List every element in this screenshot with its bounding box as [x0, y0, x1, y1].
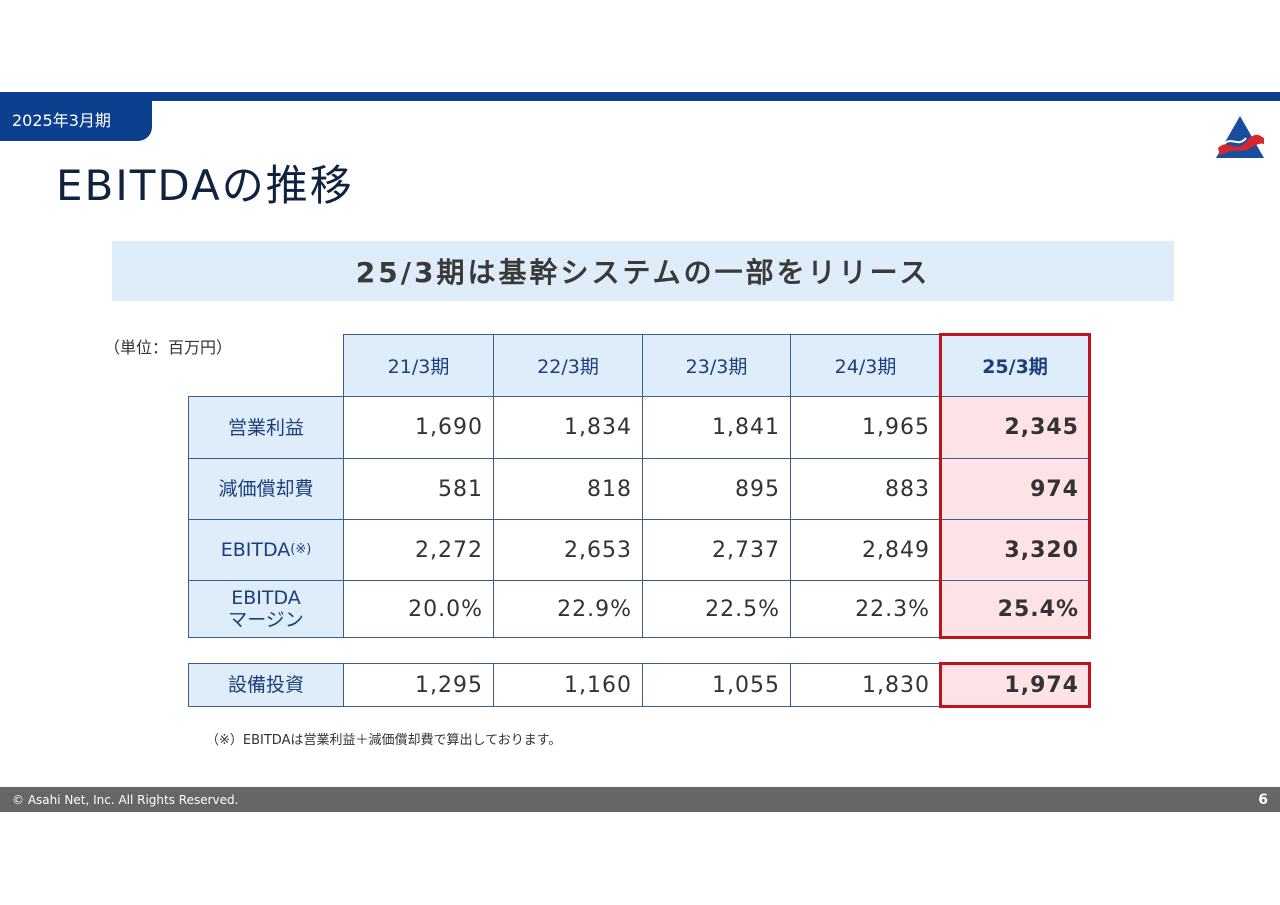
column-header-highlight: 25/3期 — [940, 334, 1090, 397]
table-cell-highlight: 1,974 — [940, 663, 1090, 707]
column-header: 24/3期 — [790, 334, 941, 397]
table-cell: 895 — [642, 458, 791, 520]
table-cell: 1,295 — [343, 663, 494, 707]
table-cell: 20.0% — [343, 580, 494, 638]
row-label-text: EBITDA — [220, 539, 291, 561]
subtitle-banner: 25/3期は基幹システムの一部をリリース — [112, 241, 1174, 301]
table-cell-highlight: 25.4% — [940, 580, 1090, 638]
table-cell: 883 — [790, 458, 941, 520]
copyright: © Asahi Net, Inc. All Rights Reserved. — [12, 792, 239, 807]
footer-bar: © Asahi Net, Inc. All Rights Reserved. 6 — [0, 787, 1280, 812]
footnote: （※）EBITDAは営業利益＋減価償却費で算出しております。 — [206, 733, 562, 748]
page-title: EBITDAの推移 — [56, 161, 354, 210]
row-label: 営業利益 — [188, 396, 344, 459]
column-header: 23/3期 — [642, 334, 791, 397]
table-cell: 2,849 — [790, 519, 941, 581]
row-label: EBITDA マージン — [188, 580, 344, 638]
page-number: 6 — [1258, 791, 1268, 808]
table-cell: 1,834 — [493, 396, 643, 459]
table-cell: 1,690 — [343, 396, 494, 459]
row-label: EBITDA (※) — [188, 519, 344, 581]
table-cell: 1,830 — [790, 663, 941, 707]
capex-label: 設備投資 — [188, 663, 344, 707]
table-cell: 1,055 — [642, 663, 791, 707]
column-header-label: 24/3期 — [834, 356, 897, 378]
column-header: 21/3期 — [343, 334, 494, 397]
table-cell: 22.3% — [790, 580, 941, 638]
column-header-label: 21/3期 — [387, 356, 450, 378]
table-cell: 2,737 — [642, 519, 791, 581]
table-cell-highlight: 974 — [940, 458, 1090, 520]
period-tab: 2025年3月期 — [0, 101, 152, 141]
table-cell: 1,965 — [790, 396, 941, 459]
table-cell: 1,841 — [642, 396, 791, 459]
row-label-line1: EBITDA — [231, 587, 301, 609]
capex-label-text: 設備投資 — [227, 674, 304, 696]
subtitle-text: 25/3期は基幹システムの一部をリリース — [355, 256, 931, 289]
table-cell-highlight: 3,320 — [940, 519, 1090, 581]
asahi-net-logo-icon — [1216, 116, 1264, 158]
row-label-note: (※) — [290, 542, 312, 557]
table-cell: 22.9% — [493, 580, 643, 638]
column-header-label: 25/3期 — [982, 356, 1048, 378]
row-label-text: 営業利益 — [227, 416, 304, 439]
table-cell: 2,653 — [493, 519, 643, 581]
table-cell: 581 — [343, 458, 494, 520]
table-cell: 1,160 — [493, 663, 643, 707]
row-label-text: 減価償却費 — [218, 478, 314, 500]
table-cell-highlight: 2,345 — [940, 396, 1090, 459]
table-cell: 2,272 — [343, 519, 494, 581]
table-cell: 22.5% — [642, 580, 791, 638]
column-header: 22/3期 — [493, 334, 643, 397]
row-label: 減価償却費 — [188, 458, 344, 520]
top-accent-bar — [0, 92, 1280, 101]
column-header-label: 22/3期 — [537, 356, 599, 378]
table-cell: 818 — [493, 458, 643, 520]
row-label-line2: マージン — [228, 609, 304, 631]
column-header-label: 23/3期 — [685, 356, 748, 378]
unit-label: （単位：百万円） — [104, 338, 233, 357]
